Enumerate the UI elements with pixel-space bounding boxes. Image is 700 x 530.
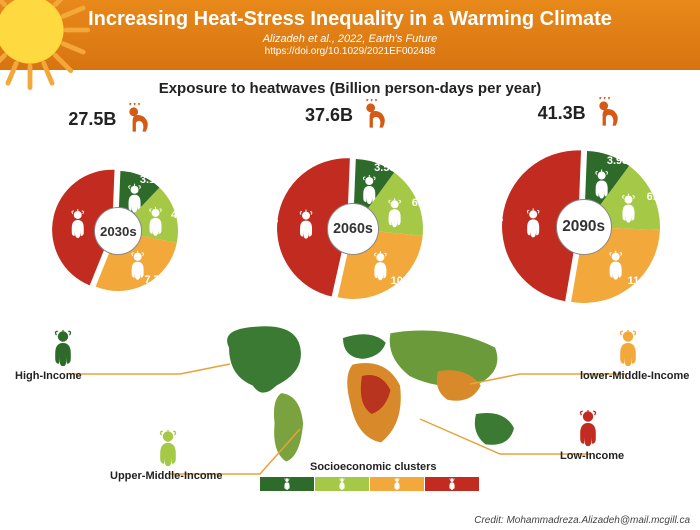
charts-row: 27.5B 2030s3.18B4.43B7.7B12.3B37.6B [0, 103, 700, 303]
slice-value: 3.55B [374, 162, 403, 174]
legend-title: Socioeconomic clusters [310, 461, 437, 473]
income-label-low_income: Low-Income [560, 450, 624, 462]
slice-value: 12.3B [24, 212, 53, 224]
doi-link[interactable]: https://doi.org/10.1029/2021EF002488 [0, 46, 700, 57]
person-icon [155, 430, 181, 471]
slice-value: 3.18B [140, 174, 169, 186]
decade-label: 2060s [327, 203, 379, 255]
income-label-high_income: High-Income [15, 370, 82, 382]
slice-value: 11.2B [628, 275, 657, 287]
person-icon [575, 410, 601, 451]
slice-value: 6.25B [412, 197, 441, 209]
map-area: Socioeconomic clusters [0, 309, 700, 499]
decade-label: 2090s [556, 199, 612, 255]
pie-chart-2060s: 37.6B 2060s3.55B6.25B10.18B17.8B [245, 103, 455, 303]
slice-value: 3.93B [607, 155, 636, 167]
slice-value: 19.8B [474, 213, 503, 225]
credit: Credit: Mohammadreza.Alizadeh@mail.mcgil… [474, 515, 690, 526]
slice-value: 10.18B [391, 275, 426, 287]
income-label-lower_middle: lower-Middle-Income [580, 370, 689, 382]
slice-value: 7.7B [144, 274, 167, 286]
subtitle: Exposure to heatwaves (Billion person-da… [0, 80, 700, 97]
legend-segment [315, 477, 370, 491]
header: Increasing Heat-Stress Inequality in a W… [0, 0, 700, 70]
person-icon [615, 330, 641, 371]
slice-value: 4.43B [171, 209, 200, 221]
legend-segment [425, 477, 480, 491]
pie-chart-2030s: 27.5B 2030s3.18B4.43B7.7B12.3B [18, 103, 228, 303]
legend-segment [260, 477, 315, 491]
slice-value: 17.8B [249, 214, 278, 226]
person-icon [50, 330, 76, 371]
legend-segment [370, 477, 425, 491]
legend-row [260, 477, 480, 491]
page-title: Increasing Heat-Stress Inequality in a W… [0, 8, 700, 31]
slice-value: 6.39B [647, 191, 676, 203]
citation: Alizadeh et al., 2022, Earth's Future [0, 33, 700, 45]
income-label-upper_middle: Upper-Middle-Income [110, 470, 222, 482]
pie-chart-2090s: 41.3B 2090s3.93B6.39B11.2B19.8B [472, 103, 682, 303]
sun-icon [0, 0, 90, 90]
decade-label: 2030s [94, 207, 142, 255]
